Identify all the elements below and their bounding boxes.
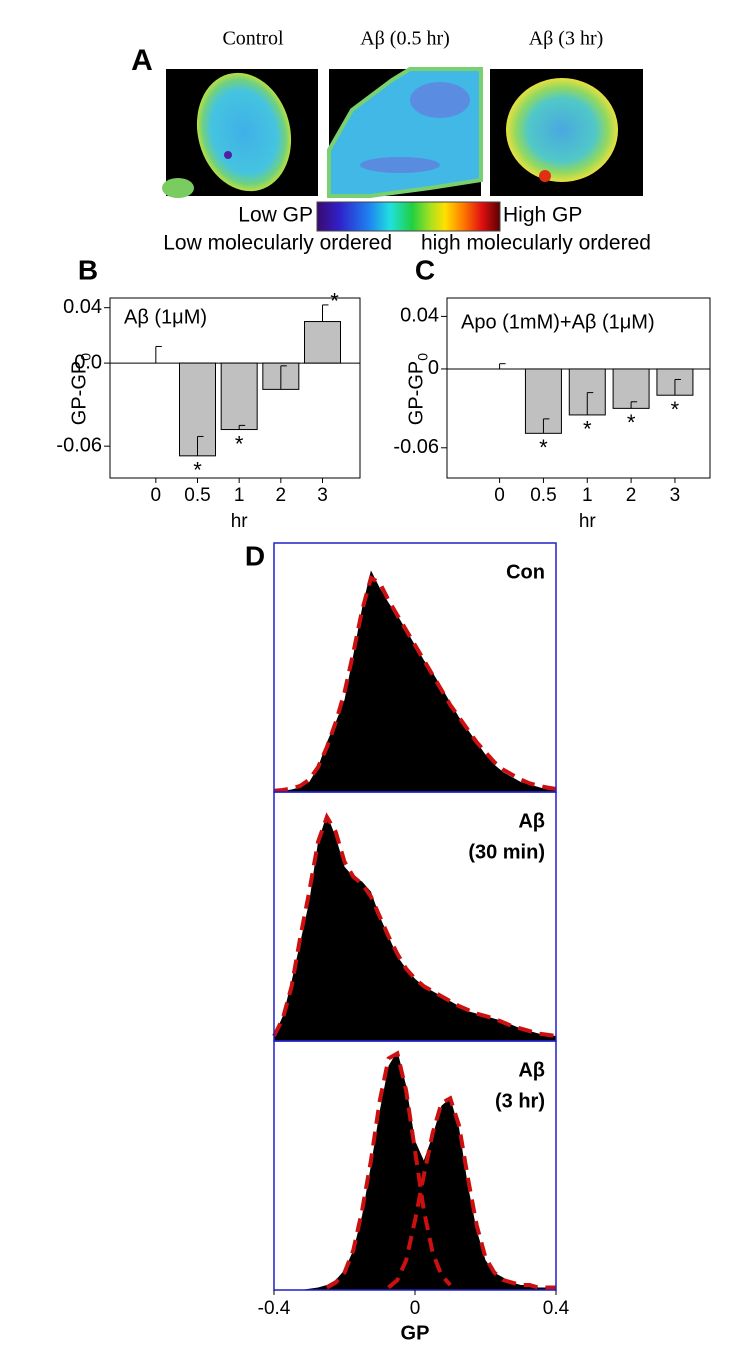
significance-marker: * [583,417,592,442]
bar [220,362,258,431]
panel-label: C [415,254,435,285]
plot-frame [109,297,361,479]
image-title: Aβ (0.5 hr) [360,28,450,50]
x-tick-label: -0.4 [258,1298,291,1319]
y-tick-label: 0.04 [400,305,439,327]
annotation: Apo (1mM)+Aβ (1μM) [461,311,655,333]
micrograph [327,67,483,198]
y-axis-label: GP-GP0 [68,353,93,425]
colorbar [316,201,501,232]
significance-marker: * [539,435,548,460]
x-tick-label: 0 [151,485,162,506]
image-title: Control [222,28,284,50]
significance-marker: * [330,289,339,314]
significance-marker: * [235,431,244,456]
fit-curve [273,574,557,793]
x-tick-label: 0.5 [184,485,210,506]
significance-marker: * [627,410,636,435]
y-axis-label-subscript: 0 [415,353,431,361]
y-axis-label-subscript: 0 [78,353,94,361]
x-tick-label: 0.5 [530,485,556,506]
colorbar-caption: high molecularly ordered [421,232,651,255]
colorbar-caption: Low molecularly ordered [163,232,392,255]
plot-frame [446,297,711,479]
image-title: Aβ (3 hr) [529,28,604,50]
y-axis-label-text: GP-GP [68,361,90,425]
x-tick-label: 0.4 [543,1298,570,1319]
panel-label: B [78,254,98,285]
x-tick-label: 1 [582,485,593,506]
annotation: Aβ (1μM) [124,306,207,328]
panel-annotation: Aβ [518,810,545,832]
x-tick-label: 3 [670,485,681,506]
y-tick-label: 0.0 [74,351,102,373]
colorbar-label: Low GP [238,204,313,227]
bar [304,321,341,364]
fit-curve [387,1095,556,1290]
panel-annotation: (3 hr) [495,1090,545,1112]
significance-marker: * [193,458,202,483]
fit-curve [325,1050,452,1290]
panel-annotation: (30 min) [468,841,545,863]
histogram-area [274,1050,556,1290]
y-axis-label-text: GP-GP [405,361,427,425]
x-tick-label: 0 [410,1298,421,1319]
micrograph [490,69,643,196]
histogram-area [274,570,556,792]
x-tick-label: 2 [276,485,287,506]
y-tick-label: 0 [428,357,439,379]
panel-annotation: Con [506,561,545,583]
x-tick-label: 3 [317,485,328,506]
x-axis-label: hr [579,511,597,532]
micrograph [162,69,318,198]
y-tick-label: -0.06 [393,436,439,458]
x-axis-label: hr [231,511,249,532]
colorbar-label: High GP [503,204,582,227]
x-tick-label: 1 [234,485,245,506]
x-tick-label: 0 [494,485,505,506]
y-tick-label: -0.06 [56,434,102,456]
y-axis-label: GP-GP0 [405,353,430,425]
x-tick-label: 2 [626,485,637,506]
panel-annotation: Aβ [518,1059,545,1081]
significance-marker: * [671,397,680,422]
y-tick-label: 0.04 [63,296,102,318]
histogram-area [274,814,556,1041]
panel-label: D [245,540,265,571]
fit-curve [272,812,557,1039]
x-axis-label: GP [401,1322,430,1344]
panel-label: A [131,44,153,77]
